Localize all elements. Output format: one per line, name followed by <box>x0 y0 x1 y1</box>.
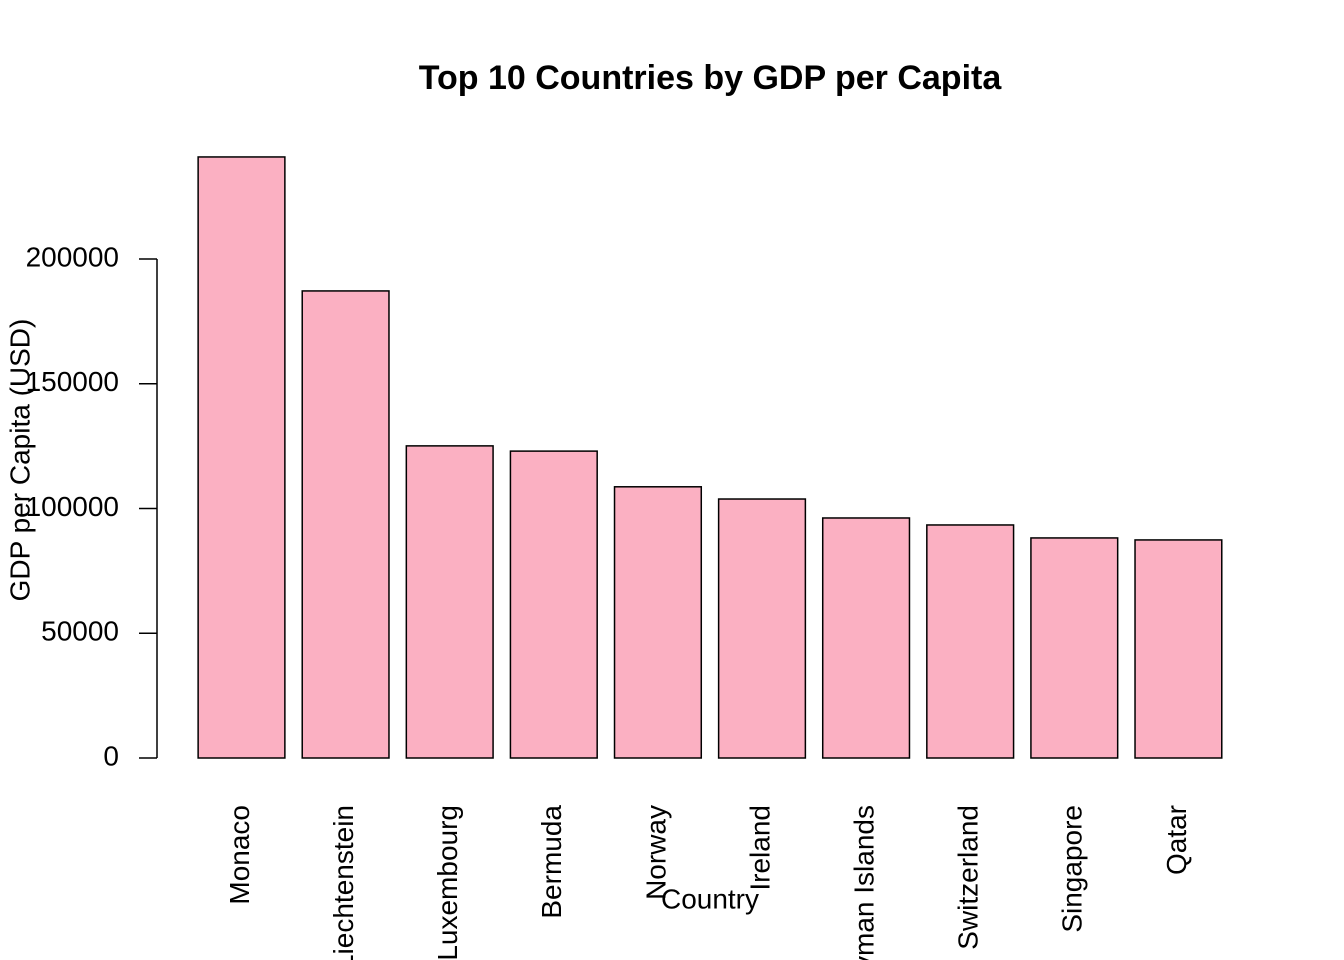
chart-title: Top 10 Countries by GDP per Capita <box>419 59 1003 97</box>
x-axis-label: Country <box>661 883 759 914</box>
bar <box>821 517 911 759</box>
x-tick-label: Liechtenstein <box>328 805 359 960</box>
bar <box>509 450 598 759</box>
y-tick-label: 200000 <box>26 241 119 272</box>
x-tick-label: Luxembourg <box>432 805 463 960</box>
y-tick-label: 150000 <box>26 366 119 397</box>
x-tick-label: Monaco <box>224 805 255 905</box>
bar <box>613 486 703 759</box>
bar <box>717 498 807 759</box>
y-tick-label: 0 <box>103 740 119 771</box>
x-tick-label: Singapore <box>1057 805 1088 933</box>
x-tick-label: Ireland <box>744 805 775 891</box>
x-tick-label: Qatar <box>1161 805 1192 875</box>
bar <box>405 445 494 759</box>
y-tick-label: 100000 <box>26 491 119 522</box>
y-tick-label: 50000 <box>41 616 119 647</box>
x-tick-label: Cayman Islands <box>848 805 879 960</box>
bar <box>197 156 286 759</box>
x-tick-label: Norway <box>640 805 671 900</box>
x-tick-label: Bermuda <box>536 805 567 919</box>
bar <box>926 524 1015 759</box>
y-axis-label: GDP per Capita (USD) <box>4 319 35 602</box>
bar <box>301 290 390 759</box>
bar <box>1030 537 1119 759</box>
x-tick-label: Switzerland <box>953 805 984 950</box>
bar <box>1134 539 1223 759</box>
